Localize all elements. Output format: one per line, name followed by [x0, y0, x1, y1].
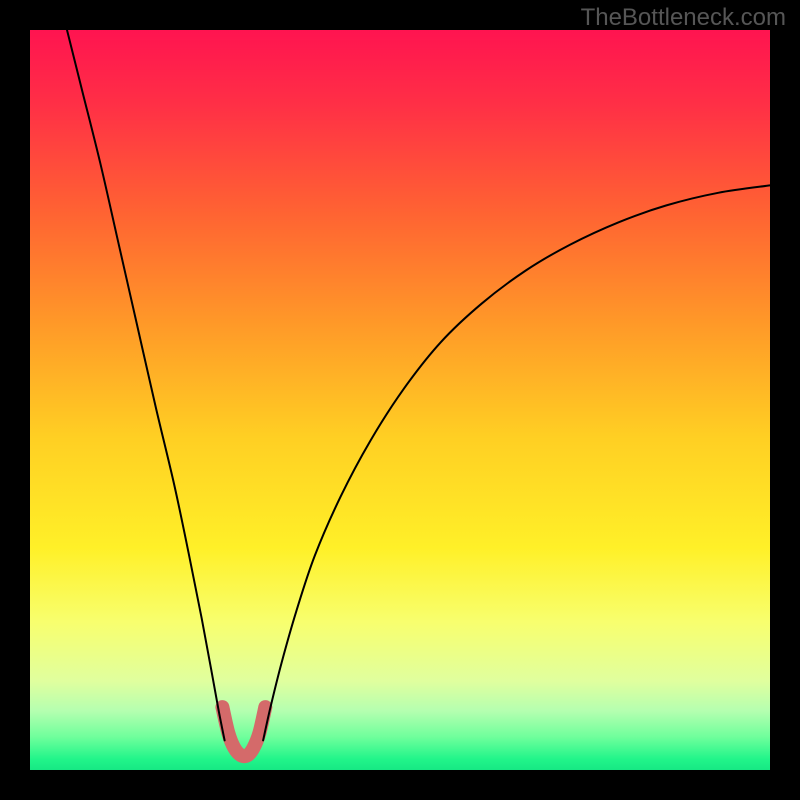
watermark-text: TheBottleneck.com — [581, 4, 786, 32]
plot-background — [30, 30, 770, 770]
chart-stage: TheBottleneck.com — [0, 0, 800, 800]
bottleneck-curve-plot — [0, 0, 800, 800]
